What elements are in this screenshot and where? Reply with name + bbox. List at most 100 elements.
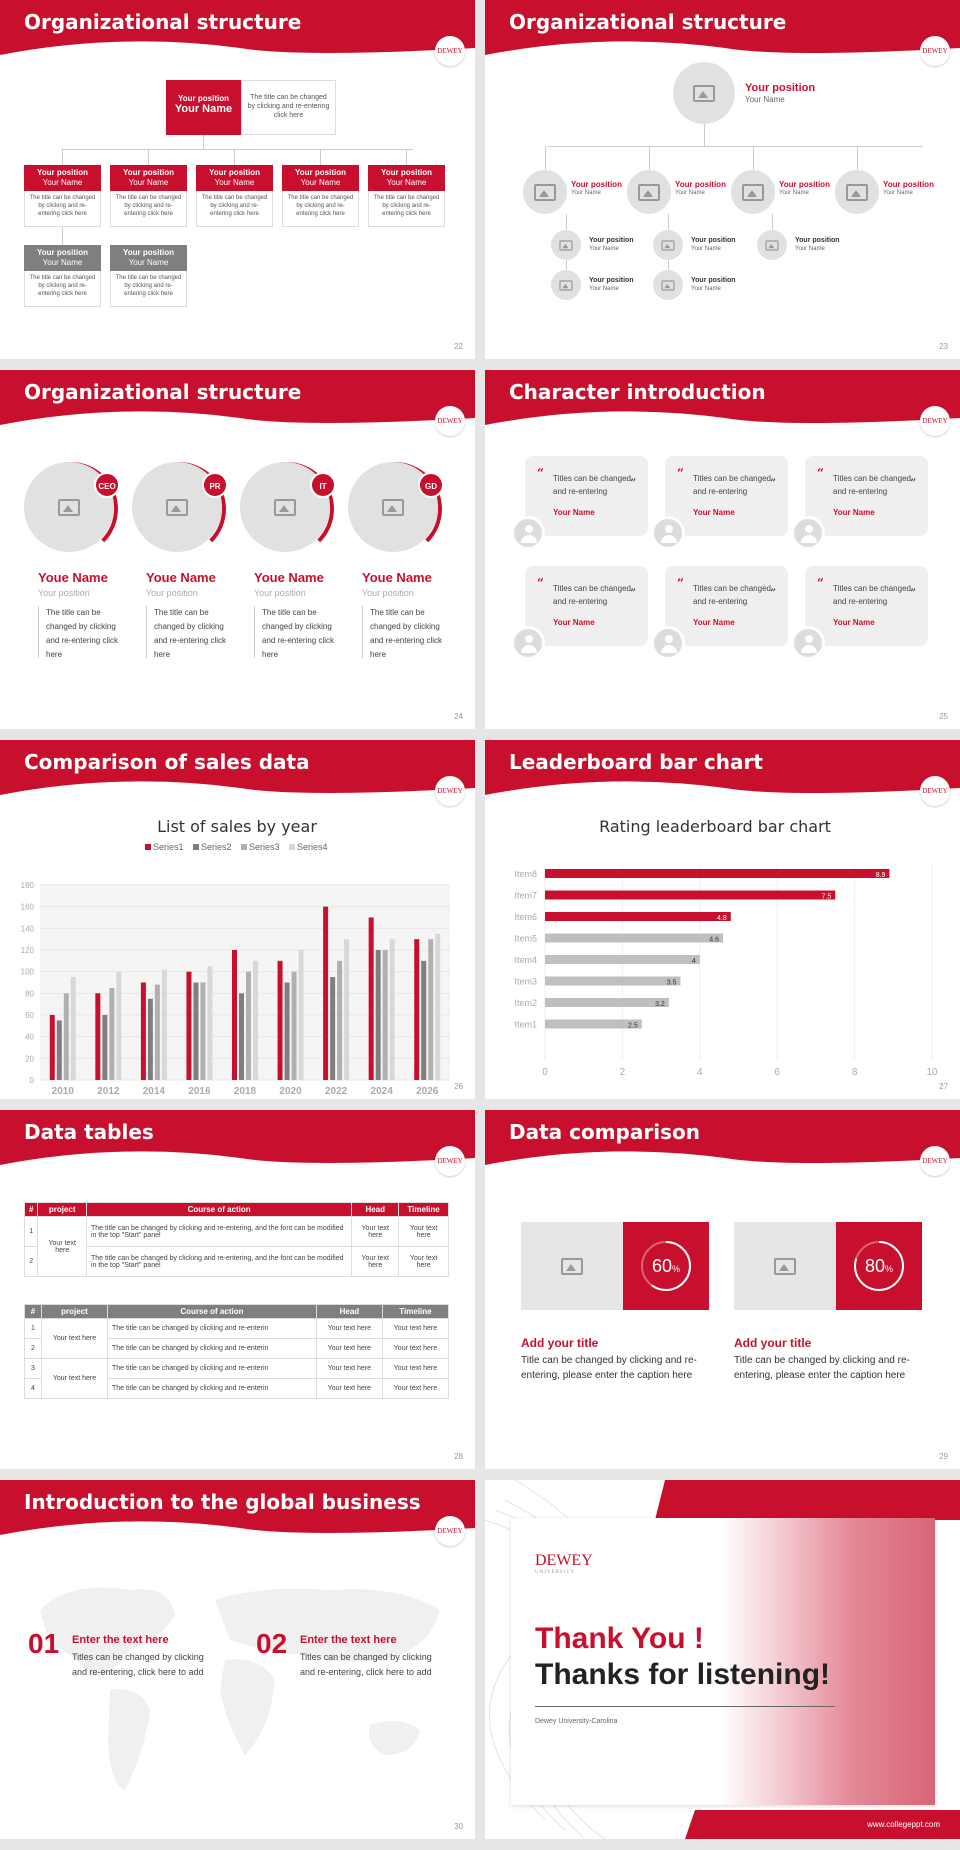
dewey-logo: DEWEY (920, 36, 950, 66)
table-header-cell: # (24, 1304, 42, 1319)
slide-header (0, 370, 475, 428)
table-cell: Your text here (40, 1358, 109, 1399)
slide-23[interactable]: Organizational structure DEWEY Your posi… (485, 0, 960, 359)
university-subtitle: Dewey University-Carolina (535, 1718, 618, 1725)
table-cell: The title can be changed by clicking and… (85, 1216, 353, 1247)
slide-25[interactable]: Character introduction DEWEY “ Titles can… (485, 370, 960, 729)
legend-label: Series4 (297, 842, 328, 852)
bar (545, 890, 836, 900)
slide-title: Character introduction (509, 380, 766, 404)
image-placeholder-icon (731, 170, 775, 214)
y-tick-label: 0 (30, 1076, 35, 1085)
percent-value: 60% (652, 1256, 680, 1276)
role-badge: CEO (94, 472, 120, 498)
member-name: Youe Name (362, 570, 432, 585)
y-tick-label: 80 (25, 989, 34, 998)
name-label: Your Name (795, 246, 825, 252)
box-desc: The title can be changed by clicking and… (24, 271, 101, 307)
bar (545, 998, 669, 1007)
image-placeholder-icon (653, 270, 683, 300)
data-label: 2.5 (628, 1023, 638, 1030)
legend-swatch (193, 844, 199, 850)
header-band (485, 370, 960, 425)
bar (109, 987, 115, 1080)
org-box: Your position Your Name (282, 165, 359, 191)
data-label: 4.8 (717, 915, 727, 922)
slide-27[interactable]: Leaderboard bar chart DEWEY Rating leade… (485, 740, 960, 1099)
box-name: Your Name (42, 258, 83, 267)
picture-icon (661, 239, 675, 251)
bar (435, 933, 441, 1080)
box-desc: The title can be changed by clicking and… (196, 191, 273, 227)
picture-icon (559, 239, 573, 251)
slide-title: Organizational structure (24, 10, 302, 34)
position-label: Your position (589, 237, 634, 244)
slide-30[interactable]: Introduction to the global business DEWE… (0, 1480, 475, 1839)
website-url[interactable]: www.collegeppt.com (867, 1820, 940, 1829)
legend-swatch (289, 844, 295, 850)
legend-swatch (241, 844, 247, 850)
quote-open-icon: “ (537, 466, 544, 480)
desc-line (146, 606, 147, 658)
item-desc: Titles can be changed by clicking and re… (72, 1652, 204, 1677)
slide-title: Organizational structure (24, 380, 302, 404)
slide-26[interactable]: Comparison of sales data DEWEY List of s… (0, 740, 475, 1099)
card-desc: Title can be changed by clicking and re-… (521, 1355, 697, 1381)
picture-icon (774, 1257, 796, 1275)
org-line (668, 260, 669, 270)
avatar-icon (791, 516, 825, 550)
table-cell: 2 (23, 1246, 39, 1277)
slide-29[interactable]: Data comparison DEWEY 60% Add your title T… (485, 1110, 960, 1469)
box-position: Your position (37, 248, 88, 257)
org-top-desc: The title can be changed by clicking and… (241, 80, 336, 135)
bar (70, 977, 76, 1080)
slide-header (485, 1110, 960, 1168)
progress-ring: 60% (641, 1241, 691, 1291)
org-line (148, 149, 149, 165)
header-band (0, 1480, 475, 1535)
y-tick-label: Item6 (514, 912, 537, 922)
table-cell: The title can be changed by clicking and… (107, 1358, 317, 1379)
bar (298, 950, 304, 1080)
quote-name: Your Name (833, 508, 875, 517)
name-label: Your Name (571, 190, 601, 196)
slide-24[interactable]: Organizational structure DEWEY CEO Youe N… (0, 370, 475, 729)
org-line (63, 149, 413, 150)
slide-header (0, 1480, 475, 1538)
org-line (203, 135, 204, 149)
member-desc: The title can be changed by clicking and… (262, 608, 335, 659)
plot-area (40, 885, 450, 1080)
org-line (772, 214, 773, 230)
image-placeholder-icon (734, 1222, 836, 1310)
header-band (0, 740, 475, 795)
header-band (485, 1110, 960, 1165)
bar (277, 960, 283, 1080)
table-cell: The title can be changed by clicking and… (85, 1246, 353, 1277)
bar (154, 984, 160, 1080)
org-box-gray: Your position Your Name (110, 245, 187, 271)
slide-28[interactable]: Data tables DEWEY # project Course of acti… (0, 1110, 475, 1469)
bar (63, 993, 69, 1080)
table-cell: Your text here (40, 1318, 109, 1359)
table-row: 4 The title can be changed by clicking an… (24, 1378, 450, 1399)
quote-card: “ Titles can be changed and re-entering” Y… (665, 566, 788, 646)
bar (428, 939, 434, 1080)
quote-name: Your Name (553, 618, 595, 627)
slide-22[interactable]: Organizational structure DEWEY Your posi… (0, 0, 475, 359)
dewey-logo: DEWEY (920, 406, 950, 436)
quote-name: Your Name (553, 508, 595, 517)
data-label: 8.9 (876, 872, 886, 879)
bar (323, 906, 329, 1080)
org-line (668, 214, 669, 230)
bar (232, 950, 237, 1080)
slide-header (485, 0, 960, 58)
slide-31-thanks[interactable]: DEWEY UNIVERSITY Thank You ! Thanks for l… (485, 1480, 960, 1839)
member-desc: The title can be changed by clicking and… (370, 608, 443, 659)
table-row: 2 The title can be changed by clicking an… (23, 1246, 449, 1277)
position-label: Your position (589, 277, 634, 284)
org-box-gray: Your position Your Name (24, 245, 101, 271)
name-label: Your Name (589, 286, 619, 292)
bar (284, 982, 290, 1080)
table-header-cell: project (40, 1304, 109, 1319)
quote-text: Titles can be changed and re-entering (833, 474, 911, 496)
